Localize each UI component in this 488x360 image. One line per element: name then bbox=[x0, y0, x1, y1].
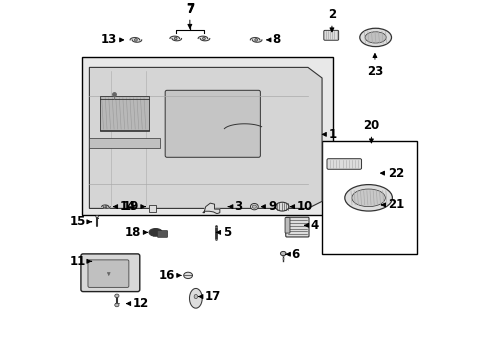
Text: 23: 23 bbox=[366, 65, 382, 78]
Polygon shape bbox=[200, 39, 209, 41]
Text: 14: 14 bbox=[119, 200, 136, 213]
Ellipse shape bbox=[149, 229, 162, 236]
Polygon shape bbox=[189, 288, 202, 308]
Text: 21: 21 bbox=[387, 198, 403, 211]
Ellipse shape bbox=[254, 39, 257, 41]
Ellipse shape bbox=[280, 251, 285, 256]
Polygon shape bbox=[203, 203, 220, 214]
FancyBboxPatch shape bbox=[157, 231, 167, 237]
Text: 8: 8 bbox=[272, 33, 281, 46]
Text: 16: 16 bbox=[158, 269, 174, 282]
Text: 13: 13 bbox=[100, 33, 116, 46]
FancyBboxPatch shape bbox=[81, 254, 140, 292]
FancyBboxPatch shape bbox=[285, 217, 308, 237]
Text: 12: 12 bbox=[132, 297, 149, 310]
Polygon shape bbox=[130, 37, 140, 40]
Text: 17: 17 bbox=[204, 290, 221, 303]
Text: 20: 20 bbox=[363, 118, 379, 131]
Ellipse shape bbox=[115, 303, 119, 307]
Ellipse shape bbox=[351, 189, 385, 207]
Text: 1: 1 bbox=[328, 128, 336, 141]
Ellipse shape bbox=[250, 203, 258, 210]
FancyBboxPatch shape bbox=[88, 260, 129, 287]
Text: 4: 4 bbox=[310, 219, 318, 232]
Ellipse shape bbox=[252, 205, 256, 208]
Polygon shape bbox=[252, 40, 262, 42]
Text: 7: 7 bbox=[185, 3, 194, 16]
Text: 11: 11 bbox=[69, 255, 86, 268]
Text: 2: 2 bbox=[327, 8, 335, 21]
Ellipse shape bbox=[194, 294, 197, 299]
Bar bbox=[89, 138, 160, 148]
Text: 22: 22 bbox=[387, 167, 403, 180]
Text: 6: 6 bbox=[291, 248, 299, 261]
Polygon shape bbox=[103, 207, 110, 208]
Polygon shape bbox=[170, 36, 179, 39]
Ellipse shape bbox=[344, 185, 391, 211]
Text: 18: 18 bbox=[124, 226, 141, 239]
Text: 7: 7 bbox=[185, 1, 194, 14]
Ellipse shape bbox=[115, 294, 119, 298]
Bar bbox=[82, 57, 332, 215]
Text: 3: 3 bbox=[233, 200, 242, 213]
Text: 10: 10 bbox=[296, 200, 312, 213]
Ellipse shape bbox=[202, 37, 205, 40]
Ellipse shape bbox=[134, 39, 137, 41]
Ellipse shape bbox=[174, 37, 177, 40]
Ellipse shape bbox=[183, 272, 192, 279]
FancyBboxPatch shape bbox=[326, 159, 361, 169]
Bar bbox=[148, 204, 155, 212]
Text: 19: 19 bbox=[123, 200, 139, 213]
Polygon shape bbox=[172, 39, 181, 41]
Bar bbox=[322, 141, 416, 254]
Polygon shape bbox=[198, 36, 207, 39]
Ellipse shape bbox=[96, 215, 99, 217]
Ellipse shape bbox=[359, 28, 391, 46]
FancyBboxPatch shape bbox=[323, 30, 338, 40]
Text: 9: 9 bbox=[268, 200, 276, 213]
Text: 15: 15 bbox=[69, 215, 86, 228]
Ellipse shape bbox=[365, 32, 386, 43]
Bar bbox=[100, 96, 149, 131]
Polygon shape bbox=[102, 205, 108, 207]
Ellipse shape bbox=[105, 206, 107, 208]
Polygon shape bbox=[132, 40, 142, 42]
Polygon shape bbox=[89, 67, 322, 208]
Ellipse shape bbox=[275, 202, 288, 211]
FancyBboxPatch shape bbox=[285, 217, 289, 233]
Text: 5: 5 bbox=[222, 226, 230, 239]
Polygon shape bbox=[250, 37, 259, 40]
FancyBboxPatch shape bbox=[165, 90, 260, 157]
